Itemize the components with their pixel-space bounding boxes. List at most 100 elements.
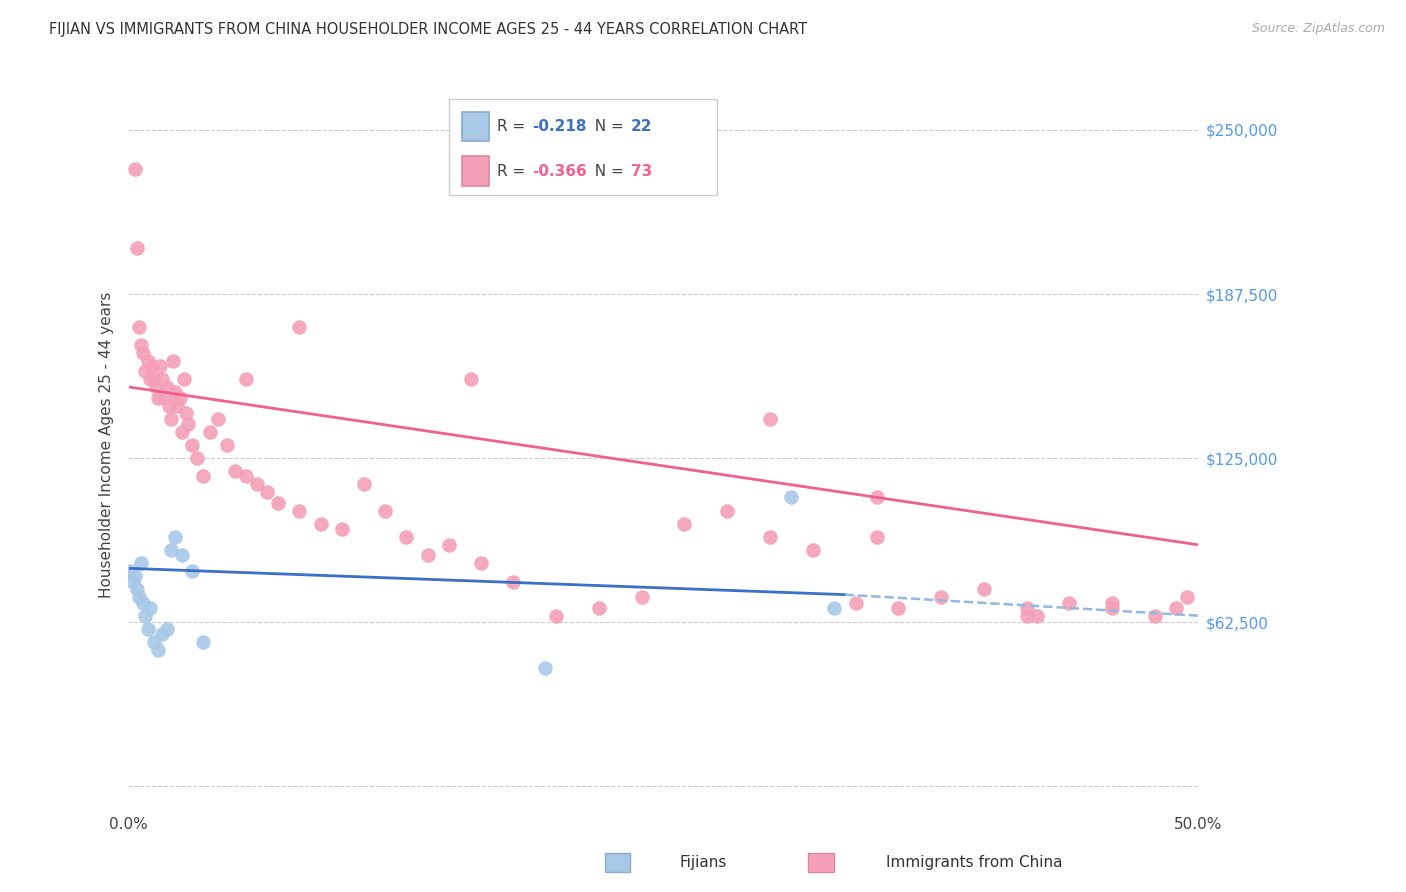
Point — [309, 516, 332, 531]
Point — [186, 451, 208, 466]
FancyBboxPatch shape — [463, 112, 489, 141]
Point — [142, 635, 165, 649]
Text: Fijians: Fijians — [679, 855, 727, 870]
Point — [166, 399, 188, 413]
Point — [1015, 600, 1038, 615]
Point — [141, 359, 163, 374]
Point — [191, 635, 214, 649]
Point — [845, 595, 868, 609]
Point — [128, 591, 150, 605]
Point — [395, 530, 418, 544]
Point — [160, 411, 183, 425]
Point — [125, 241, 148, 255]
Text: N =: N = — [585, 119, 628, 134]
Point — [136, 622, 159, 636]
Point — [129, 556, 152, 570]
Point — [1101, 595, 1123, 609]
Point — [1026, 608, 1049, 623]
Text: R =: R = — [498, 119, 530, 134]
Point — [177, 417, 200, 431]
Point — [198, 425, 221, 439]
Point — [170, 425, 193, 439]
Point — [152, 372, 174, 386]
Point — [174, 407, 197, 421]
Point — [152, 627, 174, 641]
Point — [169, 391, 191, 405]
Point — [170, 548, 193, 562]
Point — [502, 574, 524, 589]
Text: -0.218: -0.218 — [533, 119, 588, 134]
Point — [138, 600, 160, 615]
Point — [1166, 600, 1188, 615]
Text: -0.366: -0.366 — [533, 163, 588, 178]
Point — [330, 522, 353, 536]
Point — [165, 530, 187, 544]
Point — [128, 319, 150, 334]
Point — [288, 319, 311, 334]
Point — [191, 469, 214, 483]
Point — [162, 354, 184, 368]
Point — [353, 477, 375, 491]
Text: Immigrants from China: Immigrants from China — [886, 855, 1063, 870]
Point — [181, 564, 204, 578]
Point — [148, 391, 170, 405]
Point — [153, 391, 176, 405]
Point — [534, 661, 557, 675]
Point — [374, 503, 396, 517]
Text: Source: ZipAtlas.com: Source: ZipAtlas.com — [1251, 22, 1385, 36]
Point — [866, 491, 889, 505]
Point — [246, 477, 269, 491]
Point — [546, 608, 568, 623]
Point — [235, 469, 257, 483]
Point — [1059, 595, 1081, 609]
Point — [437, 538, 460, 552]
Point — [142, 372, 165, 386]
Point — [181, 438, 204, 452]
Point — [134, 608, 156, 623]
Point — [759, 530, 782, 544]
Point — [148, 642, 170, 657]
Point — [132, 346, 155, 360]
Point — [124, 569, 146, 583]
Point — [256, 485, 278, 500]
Point — [136, 354, 159, 368]
Text: FIJIAN VS IMMIGRANTS FROM CHINA HOUSEHOLDER INCOME AGES 25 - 44 YEARS CORRELATIO: FIJIAN VS IMMIGRANTS FROM CHINA HOUSEHOL… — [49, 22, 807, 37]
Point — [759, 411, 782, 425]
Point — [156, 380, 179, 394]
Point — [120, 564, 142, 578]
Point — [267, 496, 290, 510]
Y-axis label: Householder Income Ages 25 - 44 years: Householder Income Ages 25 - 44 years — [100, 292, 114, 599]
Point — [121, 574, 143, 589]
Point — [149, 359, 172, 374]
Point — [1101, 600, 1123, 615]
Point — [801, 543, 824, 558]
Point — [132, 595, 155, 609]
Point — [129, 338, 152, 352]
FancyBboxPatch shape — [463, 156, 489, 186]
Point — [235, 372, 257, 386]
Point — [973, 582, 995, 597]
Text: N =: N = — [585, 163, 628, 178]
Point — [288, 503, 311, 517]
Text: 22: 22 — [631, 119, 652, 134]
Point — [157, 399, 180, 413]
Point — [470, 556, 492, 570]
Point — [156, 622, 179, 636]
Point — [207, 411, 229, 425]
Point — [673, 516, 696, 531]
Point — [716, 503, 738, 517]
Point — [160, 543, 183, 558]
Point — [134, 364, 156, 378]
FancyBboxPatch shape — [449, 100, 717, 195]
Point — [887, 600, 910, 615]
Point — [165, 385, 187, 400]
Point — [224, 464, 246, 478]
Point — [215, 438, 238, 452]
Point — [124, 162, 146, 177]
Point — [460, 372, 482, 386]
Text: R =: R = — [498, 163, 530, 178]
Point — [823, 600, 845, 615]
Text: 73: 73 — [631, 163, 652, 178]
Point — [780, 491, 803, 505]
Point — [138, 372, 160, 386]
